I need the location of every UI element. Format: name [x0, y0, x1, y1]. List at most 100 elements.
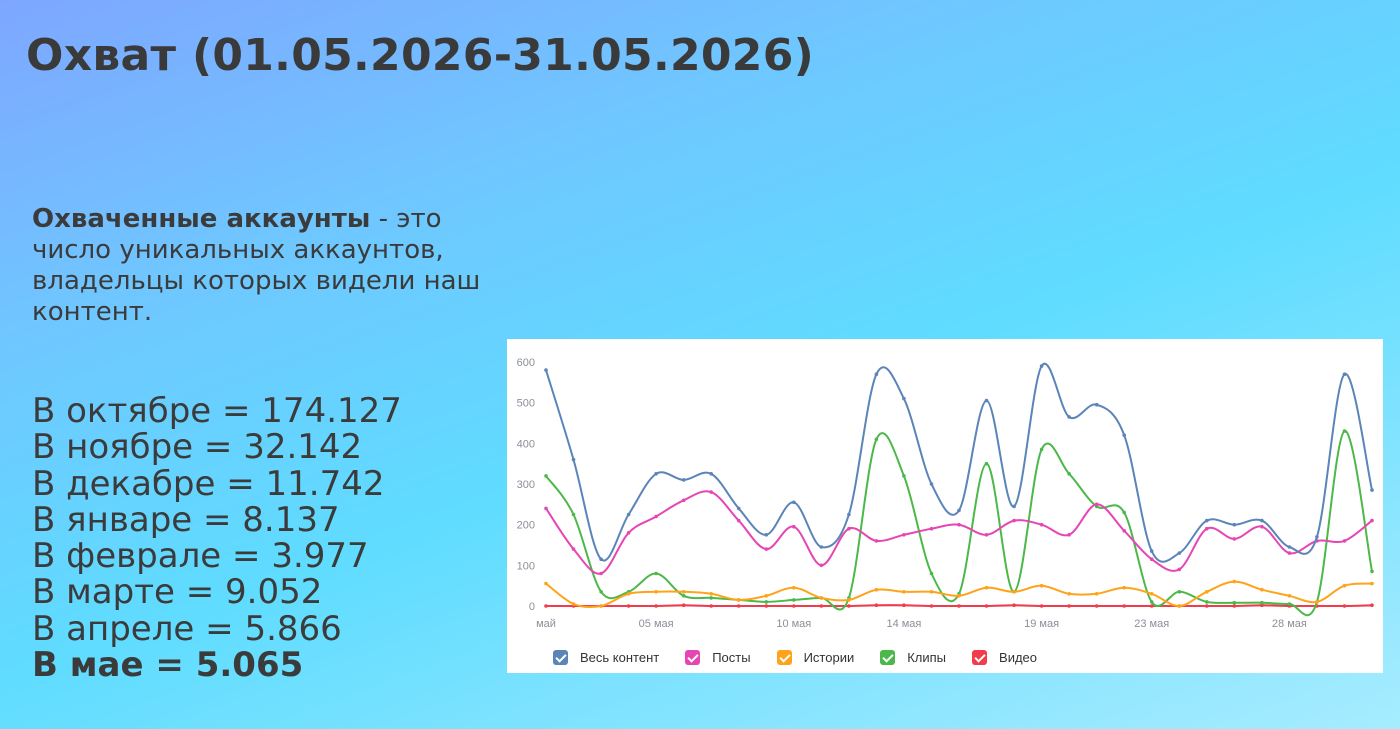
data-point: [571, 602, 576, 606]
data-point: [544, 474, 548, 478]
data-point: [1232, 579, 1237, 584]
data-point: [1012, 603, 1016, 607]
data-point: [929, 590, 934, 594]
data-point: [847, 598, 851, 602]
data-point: [1149, 600, 1154, 604]
data-point: [1342, 372, 1347, 376]
data-point: [626, 604, 631, 608]
data-point: [792, 524, 796, 529]
monthly-reach-item: В марте = 9.052: [32, 572, 323, 613]
data-point: [929, 571, 934, 576]
data-point: [764, 547, 769, 551]
data-point: [1315, 535, 1319, 539]
checkbox-icon[interactable]: [972, 650, 988, 665]
data-point: [544, 581, 548, 586]
data-point: [681, 594, 686, 598]
legend-item[interactable]: Посты: [685, 650, 751, 665]
data-point: [1205, 600, 1209, 604]
data-point: [1342, 583, 1347, 588]
data-point: [984, 604, 989, 608]
legend-item[interactable]: Весь контент: [553, 650, 659, 665]
data-point: [681, 498, 686, 503]
checkbox-icon[interactable]: [880, 650, 896, 665]
data-point: [544, 368, 548, 372]
data-point: [1205, 526, 1209, 531]
data-point: [681, 590, 686, 594]
chart-legend: Весь контент Посты Истории Клипы Видео: [553, 650, 1063, 665]
data-point: [929, 482, 934, 486]
checkbox-icon[interactable]: [553, 650, 568, 665]
page-title: Охват (01.05.2026-31.05.2026): [26, 30, 815, 81]
data-point: [654, 514, 658, 519]
data-point: [1260, 518, 1264, 523]
data-point: [792, 604, 796, 608]
data-point: [874, 372, 879, 376]
data-point: [599, 590, 603, 594]
data-point: [984, 461, 989, 466]
checkbox-icon[interactable]: [685, 650, 701, 665]
data-point: [709, 490, 713, 494]
data-point: [764, 533, 769, 537]
data-point: [1205, 518, 1209, 523]
data-point: [1122, 529, 1126, 533]
data-point: [1149, 592, 1154, 596]
data-point: [929, 604, 934, 608]
data-point: [1287, 602, 1292, 606]
data-point: [1039, 522, 1044, 527]
data-point: [819, 563, 824, 568]
legend-item[interactable]: Клипы: [880, 650, 946, 665]
data-point: [654, 604, 658, 608]
data-point: [571, 547, 576, 551]
data-point: [847, 604, 851, 608]
data-point: [957, 522, 961, 527]
data-point: [736, 604, 741, 608]
x-tick-label: 14 мая: [886, 618, 921, 630]
data-point: [654, 472, 658, 476]
data-point: [1205, 590, 1209, 594]
data-point: [1177, 567, 1182, 572]
x-tick-label: 05 мая: [639, 618, 674, 630]
legend-label: Клипы: [907, 650, 947, 665]
legend-item[interactable]: Видео: [972, 650, 1037, 665]
monthly-reach-item: В феврале = 3.977: [32, 536, 369, 577]
data-point: [709, 604, 713, 608]
data-point: [764, 594, 769, 598]
checkbox-icon[interactable]: [776, 650, 792, 665]
data-point: [1260, 603, 1264, 607]
data-point: [1342, 604, 1347, 608]
data-point: [709, 596, 713, 600]
legend-item[interactable]: Истории: [776, 650, 855, 665]
data-point: [1287, 551, 1292, 555]
y-tick-label: 400: [517, 438, 535, 450]
data-point: [1094, 402, 1099, 407]
data-point: [599, 571, 603, 576]
data-point: [902, 603, 906, 607]
data-point: [709, 592, 713, 596]
monthly-reach-item: В октябре = 174.127: [32, 391, 402, 431]
data-point: [847, 512, 851, 517]
data-point: [681, 478, 686, 482]
data-point: [819, 604, 824, 608]
data-point: [736, 506, 741, 511]
data-point: [1260, 600, 1264, 605]
series-line: [545, 430, 1373, 617]
legend-label: Истории: [803, 650, 855, 665]
data-point: [681, 603, 686, 607]
data-point: [1067, 472, 1071, 476]
data-point: [984, 585, 989, 590]
data-point: [874, 587, 879, 592]
y-tick-label: 300: [517, 479, 535, 491]
data-point: [957, 508, 961, 513]
data-point: [792, 598, 796, 602]
data-point: [902, 396, 906, 401]
data-point: [571, 512, 576, 517]
data-point: [1149, 557, 1154, 561]
data-point: [764, 600, 769, 604]
data-point: [957, 594, 961, 598]
data-point: [1094, 604, 1099, 608]
monthly-reach-item: В ноябре = 32.142: [32, 427, 363, 468]
data-point: [1315, 600, 1319, 604]
data-point: [902, 474, 906, 478]
data-point: [984, 533, 989, 537]
data-point: [792, 585, 796, 590]
